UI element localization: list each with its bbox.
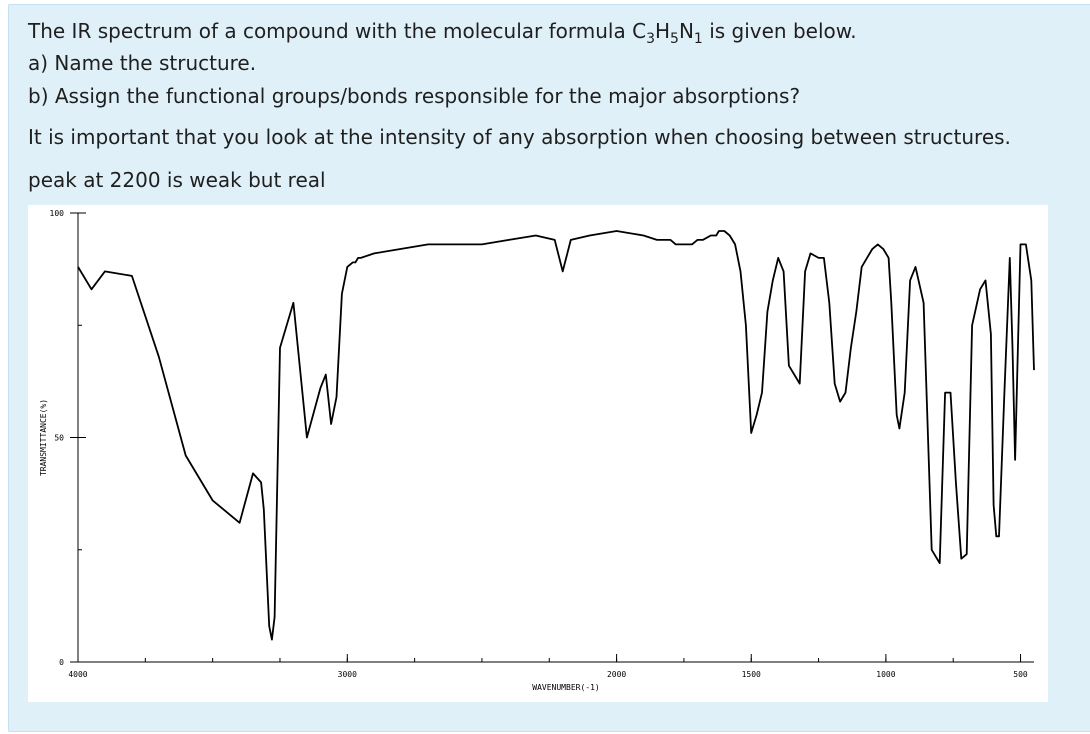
intro-text-end: is given below. (702, 19, 857, 43)
question-note: It is important that you look at the int… (28, 125, 1011, 149)
x-tick-label: 500 (1013, 670, 1028, 679)
intro-text: The IR spectrum of a compound with the m… (28, 19, 647, 43)
question-part-a: a) Name the structure. (28, 51, 257, 75)
ir-spectrum-chart: 4000 3000 2000 1500 1000 500 0 50 100 TRANSMITTA… (28, 205, 1048, 702)
formula-c-subscript: 3 (646, 31, 655, 47)
y-tick-label: 50 (54, 434, 64, 443)
y-tick-label: 0 (59, 658, 64, 667)
x-axis-label: WAVENUMBER(-1) (532, 683, 599, 692)
y-tick-label: 100 (50, 209, 65, 218)
formula-h-subscript: 5 (670, 31, 679, 47)
x-tick-label: 4000 (68, 670, 87, 679)
question-part-b: b) Assign the functional groups/bonds re… (28, 84, 801, 108)
x-tick-label: 3000 (338, 670, 357, 679)
x-tick-label: 1000 (876, 670, 895, 679)
formula-h: H (654, 19, 671, 43)
formula-n-subscript: 1 (693, 31, 703, 47)
ir-spectrum-svg: 4000 3000 2000 1500 1000 500 0 50 100 TRANSMITTA… (39, 209, 1035, 692)
formula-n: N (678, 19, 694, 43)
x-tick-label: 2000 (607, 670, 626, 679)
axis-ticks: 4000 3000 2000 1500 1000 500 0 50 100 (50, 209, 1028, 679)
question-hint: peak at 2200 is weak but real (28, 168, 326, 192)
spectrum-line (77, 230, 1035, 641)
x-tick-label: 1500 (742, 670, 761, 679)
question-intro: The IR spectrum of a compound with the m… (28, 19, 857, 46)
y-axis-label: TRANSMITTANCE(%) (39, 399, 48, 476)
